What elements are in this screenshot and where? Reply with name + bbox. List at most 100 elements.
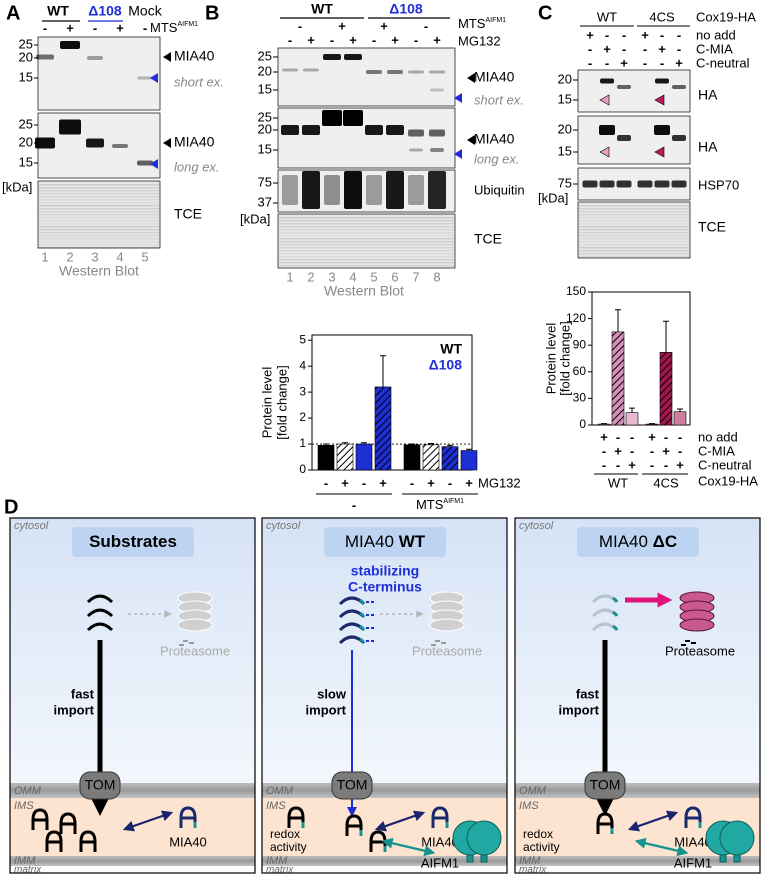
blot-stripe bbox=[39, 187, 159, 189]
band bbox=[408, 175, 424, 205]
title-part: WT bbox=[399, 532, 426, 551]
band bbox=[386, 125, 404, 135]
error-bar bbox=[428, 443, 434, 445]
label: OMM bbox=[266, 785, 294, 797]
label: stabilizing bbox=[351, 563, 419, 579]
label: matrix bbox=[14, 865, 42, 874]
label: short ex. bbox=[174, 74, 224, 89]
label: import bbox=[559, 702, 600, 717]
label: MIA40 bbox=[174, 134, 215, 150]
blot bbox=[577, 201, 691, 259]
blot-stripe bbox=[39, 196, 159, 198]
proteasome-ring bbox=[429, 618, 465, 632]
label: - bbox=[677, 41, 681, 56]
label: MTSAIFM1 bbox=[416, 497, 464, 512]
label: - bbox=[288, 32, 292, 47]
label: + bbox=[338, 18, 346, 33]
label: redox bbox=[270, 827, 300, 841]
superscript: AIFM1 bbox=[485, 17, 506, 24]
bar bbox=[611, 331, 625, 426]
band bbox=[655, 78, 669, 84]
band bbox=[35, 137, 55, 149]
label: slow bbox=[317, 686, 347, 701]
blot-stripe bbox=[579, 208, 689, 210]
label: - bbox=[630, 443, 634, 458]
label: 15 bbox=[258, 141, 272, 156]
blot bbox=[577, 69, 691, 113]
label: 5 bbox=[141, 249, 148, 264]
blot-stripe bbox=[279, 232, 454, 234]
substrate-end bbox=[359, 611, 366, 618]
arrow bbox=[634, 837, 689, 857]
y-tick-label: 0 bbox=[299, 462, 306, 476]
bar bbox=[317, 445, 335, 471]
label: 25 bbox=[19, 36, 33, 51]
blot-stripe bbox=[279, 238, 454, 240]
y-tick-label: 150 bbox=[566, 284, 586, 298]
substrate bbox=[86, 594, 114, 604]
band bbox=[654, 125, 670, 135]
label: Proteasome bbox=[412, 643, 482, 658]
label: - bbox=[424, 18, 428, 33]
label: 15 bbox=[19, 154, 33, 169]
bar bbox=[645, 423, 659, 426]
plot-frame bbox=[311, 334, 473, 471]
label: activity bbox=[523, 840, 560, 854]
label: - bbox=[588, 41, 592, 56]
label: 2 bbox=[66, 249, 73, 264]
label: IMS bbox=[266, 800, 286, 812]
band bbox=[59, 119, 81, 135]
label: WT bbox=[311, 1, 333, 17]
band bbox=[322, 110, 342, 126]
tom-complex bbox=[584, 771, 626, 800]
label: C bbox=[538, 2, 552, 24]
band bbox=[428, 171, 446, 209]
arrowhead bbox=[467, 135, 475, 145]
arrowhead bbox=[467, 73, 475, 83]
band bbox=[366, 70, 382, 74]
label-main: MTS bbox=[458, 16, 486, 31]
blot bbox=[277, 213, 456, 269]
label: long ex. bbox=[174, 159, 220, 174]
blot bbox=[277, 107, 456, 169]
blot-stripe bbox=[279, 229, 454, 231]
blot bbox=[37, 36, 161, 111]
label: 3 bbox=[91, 249, 98, 264]
blot-stripe bbox=[579, 217, 689, 219]
label: - bbox=[650, 457, 654, 472]
title-box bbox=[72, 527, 194, 557]
label: + bbox=[603, 41, 611, 56]
label: 15 bbox=[258, 81, 272, 96]
label: Cox19-HA bbox=[698, 473, 758, 488]
band bbox=[366, 175, 382, 205]
band bbox=[282, 68, 298, 72]
label: B bbox=[205, 2, 219, 24]
label: TOM bbox=[590, 777, 621, 793]
label: + bbox=[600, 429, 608, 444]
blot-stripe bbox=[279, 244, 454, 246]
peptide bbox=[189, 642, 194, 644]
blot-stripe bbox=[39, 184, 159, 186]
substrate-end bbox=[359, 637, 366, 644]
matrix-area bbox=[10, 866, 255, 873]
label: 4CS bbox=[653, 475, 679, 490]
peptide bbox=[685, 640, 690, 642]
title-box bbox=[324, 527, 446, 557]
blot-stripe bbox=[579, 214, 689, 216]
label: 2 bbox=[307, 269, 314, 284]
label: AIFM1 bbox=[421, 855, 459, 870]
label: Cox19-HA bbox=[696, 9, 756, 24]
band bbox=[408, 70, 424, 74]
peptide bbox=[681, 644, 686, 646]
blot-stripe bbox=[39, 241, 159, 243]
label: + bbox=[614, 443, 622, 458]
band bbox=[282, 175, 298, 205]
label: - bbox=[324, 475, 328, 490]
band bbox=[672, 85, 686, 89]
cytosol-area bbox=[262, 518, 507, 784]
legend-entry: WT bbox=[440, 341, 462, 357]
label: redox bbox=[523, 827, 553, 841]
blot bbox=[577, 115, 691, 165]
label: no add bbox=[698, 429, 738, 444]
